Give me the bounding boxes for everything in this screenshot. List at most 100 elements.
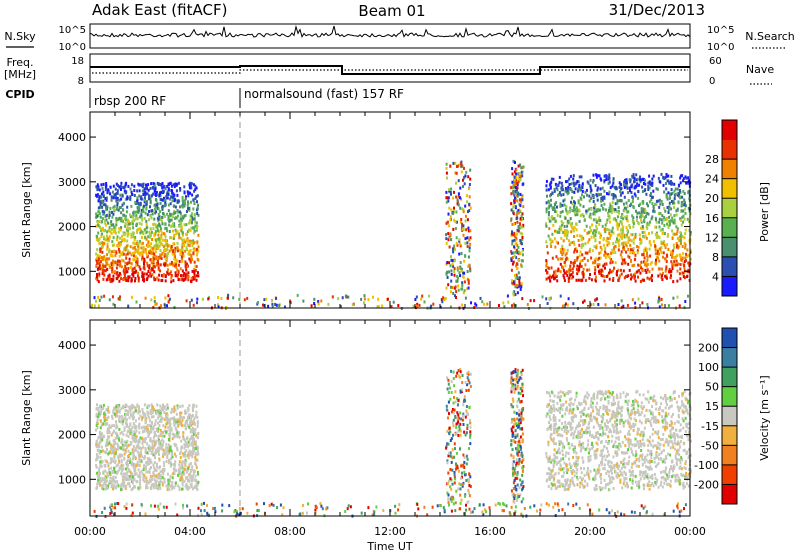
power-cell-0 — [118, 279, 121, 283]
power-cell-4 — [513, 282, 516, 286]
velocity-cell-0 — [165, 484, 168, 488]
power-cell-1 — [589, 273, 591, 276]
power-cell-0 — [143, 204, 145, 208]
power-cell-4 — [512, 280, 515, 284]
power-cell-1 — [665, 265, 668, 269]
velocity-cell-0 — [194, 469, 196, 473]
power-cell-1 — [579, 278, 582, 282]
power-cell-1 — [596, 227, 598, 231]
power-cell-0 — [164, 215, 166, 219]
power-cell-0 — [161, 222, 164, 226]
power-cell-4 — [511, 180, 514, 184]
power-cell-1 — [598, 251, 601, 255]
power-cell-0 — [149, 186, 152, 190]
power-cell-1 — [608, 173, 611, 177]
power-cell-0 — [196, 240, 199, 244]
power-cell-1 — [572, 229, 575, 233]
power-cell-0 — [184, 240, 187, 244]
power-cell-3 — [460, 160, 463, 164]
power-cell-0 — [95, 212, 98, 216]
velocity-cell-0 — [126, 466, 129, 470]
power-cell-1 — [578, 220, 581, 223]
power-cell-2 — [192, 303, 195, 307]
velocity-cell-0 — [117, 405, 120, 409]
power-cell-1 — [645, 192, 648, 196]
power-cell-1 — [619, 253, 622, 257]
power-cell-3 — [466, 218, 469, 222]
velocity-cell-0 — [197, 432, 200, 435]
power-cell-1 — [579, 214, 582, 218]
power-cell-1 — [639, 264, 642, 268]
power-cell-0 — [165, 241, 168, 245]
power-cell-0 — [143, 200, 146, 204]
power-cell-4 — [515, 172, 518, 176]
power-cell-0 — [189, 229, 192, 233]
power-cell-2 — [474, 302, 477, 306]
power-cell-0 — [146, 200, 148, 204]
power-cell-1 — [635, 209, 637, 213]
power-cell-1 — [646, 221, 649, 225]
cpid-label: CPID — [5, 88, 34, 101]
power-cell-0 — [115, 221, 118, 225]
velocity-cell-0 — [120, 472, 123, 476]
velocity-cell-0 — [154, 448, 157, 452]
power-cell-0 — [142, 210, 145, 213]
power-cell-1 — [563, 228, 566, 232]
power-cell-2 — [622, 304, 625, 308]
power-cell-2 — [185, 299, 188, 303]
velocity-cell-0 — [121, 469, 123, 473]
power-cell-0 — [133, 266, 136, 270]
power-cell-2 — [153, 299, 156, 303]
velocity-cell-0 — [99, 472, 101, 476]
velocity-cell-0 — [151, 477, 153, 481]
power-cell-0 — [197, 274, 200, 278]
power-cell-1 — [670, 207, 673, 211]
power-cell-3 — [463, 176, 466, 180]
power-cell-1 — [561, 184, 564, 188]
power-cell-1 — [677, 183, 680, 187]
power-cell-3 — [460, 218, 463, 221]
velocity-cell-0 — [113, 424, 116, 428]
freq-right-tick-high: 60 — [709, 56, 722, 67]
power-cell-0 — [115, 266, 118, 270]
power-cell-0 — [180, 214, 183, 218]
power-cell-4 — [517, 177, 520, 181]
power-cell-1 — [570, 276, 573, 280]
power-cell-2 — [207, 297, 210, 301]
power-cell-1 — [554, 220, 557, 223]
power-cell-0 — [103, 210, 106, 214]
velocity-cell-0 — [157, 427, 160, 431]
power-cell-3 — [456, 274, 459, 278]
power-colorbar-tick-label: 4 — [712, 270, 719, 283]
velocity-cell-0 — [193, 428, 196, 432]
power-cell-1 — [620, 272, 623, 276]
power-cell-1 — [628, 268, 631, 272]
power-cell-0 — [161, 204, 164, 208]
power-cell-0 — [108, 275, 111, 279]
power-cell-0 — [150, 246, 153, 250]
velocity-cell-0 — [147, 412, 150, 415]
power-cell-1 — [644, 261, 647, 265]
velocity-cell-0 — [131, 481, 134, 485]
velocity-cell-0 — [180, 477, 183, 481]
power-cell-1 — [606, 243, 609, 247]
velocity-cell-0 — [106, 438, 109, 442]
power-cell-1 — [684, 259, 687, 262]
power-cell-0 — [107, 239, 110, 243]
velocity-cell-0 — [186, 442, 189, 446]
power-cell-1 — [622, 261, 625, 265]
power-cell-1 — [596, 208, 598, 212]
power-cell-2 — [377, 305, 380, 308]
velocity-cell-0 — [98, 435, 101, 439]
power-cell-2 — [257, 301, 259, 304]
power-cell-0 — [165, 226, 168, 230]
velocity-cell-0 — [133, 424, 136, 428]
power-cell-3 — [468, 202, 471, 206]
power-cell-1 — [648, 200, 651, 204]
power-cell-0 — [114, 254, 117, 258]
power-cell-0 — [189, 249, 192, 252]
velocity-cell-0 — [147, 470, 150, 474]
power-cell-0 — [184, 260, 187, 264]
power-cell-1 — [671, 237, 674, 240]
power-cell-1 — [565, 190, 568, 194]
